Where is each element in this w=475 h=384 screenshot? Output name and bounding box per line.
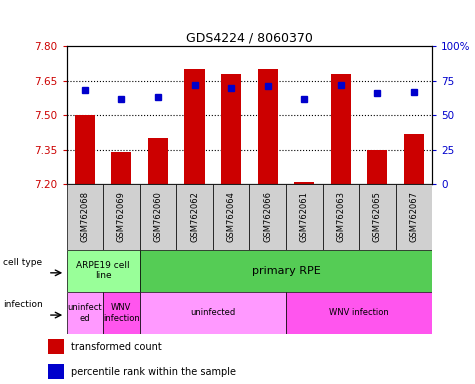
Bar bbox=[103, 292, 140, 334]
Bar bbox=[286, 184, 323, 250]
Bar bbox=[221, 74, 241, 184]
Text: GSM762061: GSM762061 bbox=[300, 192, 309, 242]
Bar bbox=[66, 292, 103, 334]
Text: GSM762065: GSM762065 bbox=[373, 192, 382, 242]
Bar bbox=[249, 184, 286, 250]
Bar bbox=[48, 364, 64, 379]
Bar bbox=[294, 182, 314, 184]
Bar bbox=[140, 250, 432, 292]
Title: GDS4224 / 8060370: GDS4224 / 8060370 bbox=[186, 32, 313, 45]
Bar bbox=[140, 184, 176, 250]
Bar bbox=[75, 115, 95, 184]
Text: GSM762064: GSM762064 bbox=[227, 192, 236, 242]
Bar bbox=[111, 152, 132, 184]
Bar bbox=[103, 184, 140, 250]
Text: transformed count: transformed count bbox=[71, 341, 162, 352]
Text: cell type: cell type bbox=[3, 258, 42, 267]
Text: GSM762063: GSM762063 bbox=[336, 192, 345, 242]
Bar bbox=[396, 184, 432, 250]
Text: percentile rank within the sample: percentile rank within the sample bbox=[71, 366, 236, 377]
Bar bbox=[367, 150, 388, 184]
Text: WNV
infection: WNV infection bbox=[103, 303, 140, 323]
Text: GSM762069: GSM762069 bbox=[117, 192, 126, 242]
Text: ARPE19 cell
line: ARPE19 cell line bbox=[76, 261, 130, 280]
Bar bbox=[176, 184, 213, 250]
Bar bbox=[359, 184, 396, 250]
Text: GSM762062: GSM762062 bbox=[190, 192, 199, 242]
Bar bbox=[184, 69, 205, 184]
Bar bbox=[213, 184, 249, 250]
Bar bbox=[257, 69, 278, 184]
Text: uninfected: uninfected bbox=[190, 308, 236, 318]
Bar bbox=[48, 339, 64, 354]
Text: WNV infection: WNV infection bbox=[329, 308, 389, 318]
Bar bbox=[66, 250, 140, 292]
Text: GSM762066: GSM762066 bbox=[263, 192, 272, 242]
Text: infection: infection bbox=[3, 300, 43, 309]
Text: primary RPE: primary RPE bbox=[252, 266, 320, 276]
Text: uninfect
ed: uninfect ed bbox=[67, 303, 102, 323]
Bar bbox=[404, 134, 424, 184]
Text: GSM762067: GSM762067 bbox=[409, 192, 418, 242]
Bar bbox=[148, 138, 168, 184]
Text: GSM762060: GSM762060 bbox=[153, 192, 162, 242]
Bar bbox=[66, 184, 103, 250]
Bar bbox=[286, 292, 432, 334]
Bar bbox=[140, 292, 286, 334]
Text: GSM762068: GSM762068 bbox=[80, 192, 89, 242]
Bar bbox=[323, 184, 359, 250]
Bar bbox=[331, 74, 351, 184]
